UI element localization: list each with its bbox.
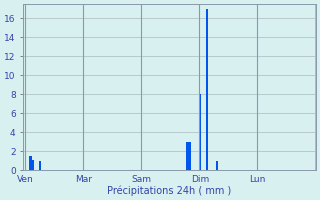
Bar: [32, 160, 34, 170]
Bar: [206, 9, 208, 170]
Bar: [215, 161, 218, 170]
X-axis label: Précipitations 24h ( mm ): Précipitations 24h ( mm ): [108, 185, 232, 196]
Bar: [187, 142, 189, 170]
Bar: [29, 156, 32, 170]
Bar: [189, 142, 191, 170]
Bar: [39, 161, 41, 170]
Bar: [199, 94, 201, 170]
